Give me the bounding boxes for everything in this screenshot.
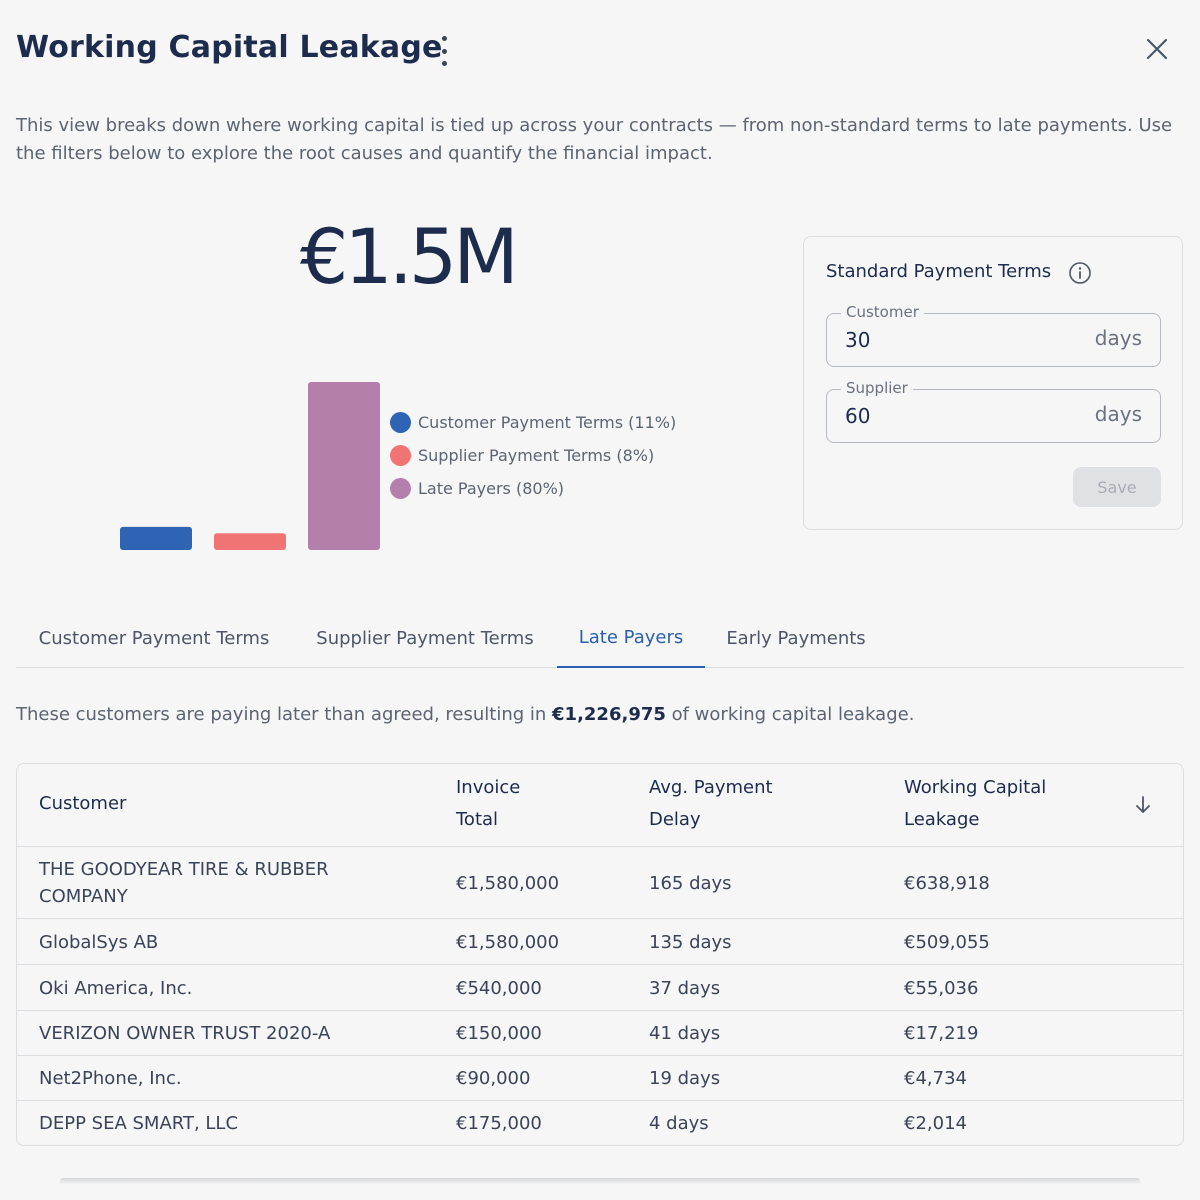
cell-customer: GlobalSys AB	[39, 931, 159, 953]
legend-item[interactable]: Supplier Payment Terms (8%)	[390, 439, 676, 472]
cell-payment-delay: 135 days	[649, 931, 732, 953]
cell-customer: Oki America, Inc.	[39, 977, 193, 999]
tab-bar: Customer Payment Terms Supplier Payment …	[16, 608, 1184, 668]
cell-invoice-total: €150,000	[456, 1023, 542, 1044]
customer-field-value[interactable]: 30	[845, 328, 871, 352]
cell-leakage: €4,734	[904, 1068, 967, 1089]
cell-leakage: €17,219	[904, 1023, 979, 1044]
table-row[interactable]: GlobalSys AB €1,580,000 135 days €509,05…	[17, 919, 1183, 965]
column-header-line: Leakage	[904, 809, 980, 830]
late-payers-table: Customer Invoice Total Avg. Payment Dela…	[16, 763, 1184, 1146]
legend-swatch	[390, 412, 411, 433]
panel-bottom-shadow	[60, 1178, 1140, 1184]
cell-payment-delay: 165 days	[649, 872, 732, 894]
column-header-customer[interactable]: Customer	[39, 788, 126, 820]
column-header-line: Delay	[649, 809, 701, 830]
cell-leakage: €638,918	[904, 872, 990, 894]
legend-label: Supplier Payment Terms (8%)	[418, 446, 655, 465]
kebab-dot	[441, 36, 447, 41]
supplier-field-value[interactable]: 60	[845, 404, 871, 428]
more-options-icon[interactable]	[436, 36, 452, 66]
cell-invoice-total: €90,000	[456, 1068, 531, 1089]
cell-customer: THE GOODYEAR TIRE & RUBBER COMPANY	[39, 859, 329, 907]
column-header-line: Invoice	[456, 777, 521, 798]
cell-customer: DEPP SEA SMART, LLC	[39, 1113, 239, 1134]
cell-invoice-total: €1,580,000	[456, 931, 560, 953]
kebab-dot	[441, 61, 447, 66]
close-icon[interactable]	[1142, 34, 1172, 64]
legend-swatch	[390, 445, 411, 466]
supplier-terms-field[interactable]: Supplier 60 days	[826, 379, 1161, 443]
legend-item[interactable]: Late Payers (80%)	[390, 472, 676, 505]
table-row[interactable]: VERIZON OWNER TRUST 2020-A €150,000 41 d…	[17, 1011, 1183, 1056]
legend-label: Late Payers (80%)	[418, 479, 565, 498]
cell-payment-delay: 4 days	[649, 1113, 709, 1134]
page-title: Working Capital Leakage	[16, 30, 443, 65]
tab-early-payments[interactable]: Early Payments	[726, 627, 866, 649]
supplier-field-label: Supplier	[841, 379, 913, 397]
chart-bar-2[interactable]	[308, 382, 380, 550]
column-header-line: Customer	[39, 793, 127, 814]
column-header-line: Avg. Payment	[649, 777, 773, 798]
tab-late-payers[interactable]: Late Payers	[557, 608, 705, 668]
cell-invoice-total: €175,000	[456, 1113, 542, 1134]
legend-swatch	[390, 478, 411, 499]
summary-amount: €1,226,975	[552, 704, 666, 725]
table-row[interactable]: Net2Phone, Inc. €90,000 19 days €4,734	[17, 1056, 1183, 1101]
page-description: This view breaks down where working capi…	[16, 115, 1173, 164]
customer-terms-field[interactable]: Customer 30 days	[826, 303, 1161, 367]
customer-field-unit: days	[1094, 326, 1142, 350]
cell-invoice-total: €1,580,000	[456, 872, 560, 894]
tab-customer-payment-terms[interactable]: Customer Payment Terms	[38, 627, 270, 649]
cell-leakage: €509,055	[904, 931, 990, 953]
cell-leakage: €2,014	[904, 1113, 967, 1134]
chart-bar-0[interactable]	[120, 526, 192, 550]
column-header-working-capital-leakage[interactable]: Working Capital Leakage	[904, 772, 1046, 836]
cell-payment-delay: 41 days	[649, 1023, 721, 1044]
chart-legend: Customer Payment Terms (11%) Supplier Pay…	[390, 406, 676, 505]
table-row[interactable]: DEPP SEA SMART, LLC €175,000 4 days €2,0…	[17, 1101, 1183, 1145]
cell-payment-delay: 19 days	[649, 1068, 721, 1089]
table-header: Customer Invoice Total Avg. Payment Dela…	[17, 764, 1183, 847]
summary-prefix: These customers are paying later than ag…	[16, 704, 553, 725]
leakage-bar-chart	[120, 382, 380, 550]
cell-invoice-total: €540,000	[456, 977, 542, 999]
kebab-dot	[441, 48, 447, 54]
cell-customer: VERIZON OWNER TRUST 2020-A	[39, 1023, 331, 1044]
table-row[interactable]: Oki America, Inc. €540,000 37 days €55,0…	[17, 965, 1183, 1011]
column-header-invoice-total[interactable]: Invoice Total	[456, 772, 520, 836]
sort-descending-icon[interactable]	[1133, 794, 1153, 816]
cell-leakage: €55,036	[904, 977, 979, 999]
legend-label: Customer Payment Terms (11%)	[418, 413, 677, 432]
supplier-field-unit: days	[1094, 402, 1142, 426]
legend-item[interactable]: Customer Payment Terms (11%)	[390, 406, 676, 439]
total-leakage-value: €1.5M	[300, 212, 519, 301]
table-row[interactable]: THE GOODYEAR TIRE & RUBBER COMPANY €1,58…	[17, 847, 1183, 919]
late-payers-summary: These customers are paying later than ag…	[16, 704, 914, 725]
column-header-line: Working Capital	[904, 777, 1047, 798]
tab-supplier-payment-terms[interactable]: Supplier Payment Terms	[316, 627, 534, 649]
summary-suffix: of working capital leakage.	[665, 704, 915, 725]
standard-payment-terms-card: Standard Payment Terms Customer 30 days …	[803, 236, 1183, 530]
column-header-line: Total	[456, 809, 499, 830]
save-button[interactable]: Save	[1073, 467, 1161, 507]
cell-customer: Net2Phone, Inc.	[39, 1068, 182, 1089]
terms-title: Standard Payment Terms	[826, 261, 1052, 282]
info-icon[interactable]	[1068, 261, 1092, 285]
chart-bar-1[interactable]	[214, 533, 286, 550]
customer-field-label: Customer	[841, 303, 924, 321]
cell-payment-delay: 37 days	[649, 977, 721, 999]
column-header-avg-payment-delay[interactable]: Avg. Payment Delay	[649, 772, 773, 836]
